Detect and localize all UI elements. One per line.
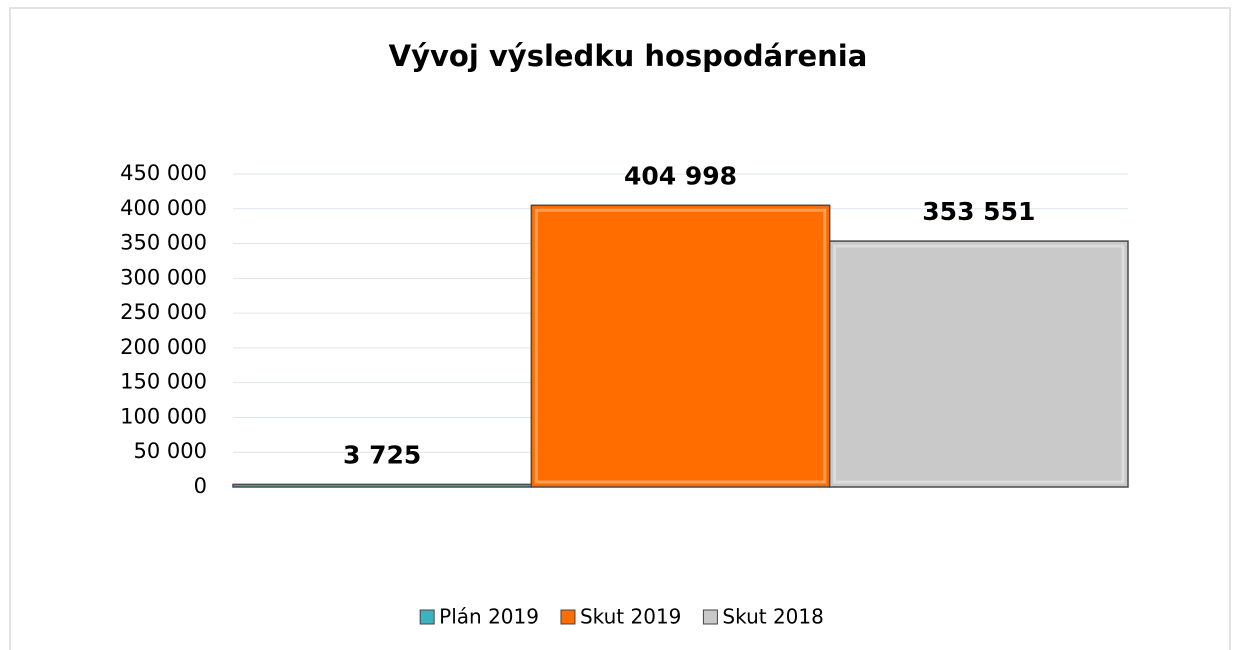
legend-label: Skut 2019 [580,605,681,629]
bar-highlight [833,244,1125,484]
y-tick-label: 350 000 [120,231,207,255]
y-tick-label: 150 000 [120,370,207,394]
chart-frame [9,7,1231,650]
legend-swatch [702,609,718,625]
data-label: 404 998 [624,161,737,190]
y-tick-label: 50 000 [134,439,207,463]
bar [232,483,533,488]
y-tick-label: 200 000 [120,335,207,359]
legend-swatch [419,609,435,625]
data-label: 3 725 [343,440,421,469]
legend-label: Plán 2019 [439,605,539,629]
y-tick-label: 400 000 [120,196,207,220]
bar-highlight [534,208,827,484]
bar [530,204,831,488]
y-tick-label: 0 [194,474,207,498]
chart-title: Vývoj výsledku hospodárenia [389,39,868,73]
y-tick-label: 450 000 [120,161,207,185]
y-tick-label: 250 000 [120,300,207,324]
data-label: 353 551 [922,197,1035,226]
legend-label: Skut 2018 [722,605,823,629]
legend-swatch [560,609,576,625]
bar [828,240,1129,488]
y-tick-label: 100 000 [120,404,207,428]
y-tick-label: 300 000 [120,265,207,289]
